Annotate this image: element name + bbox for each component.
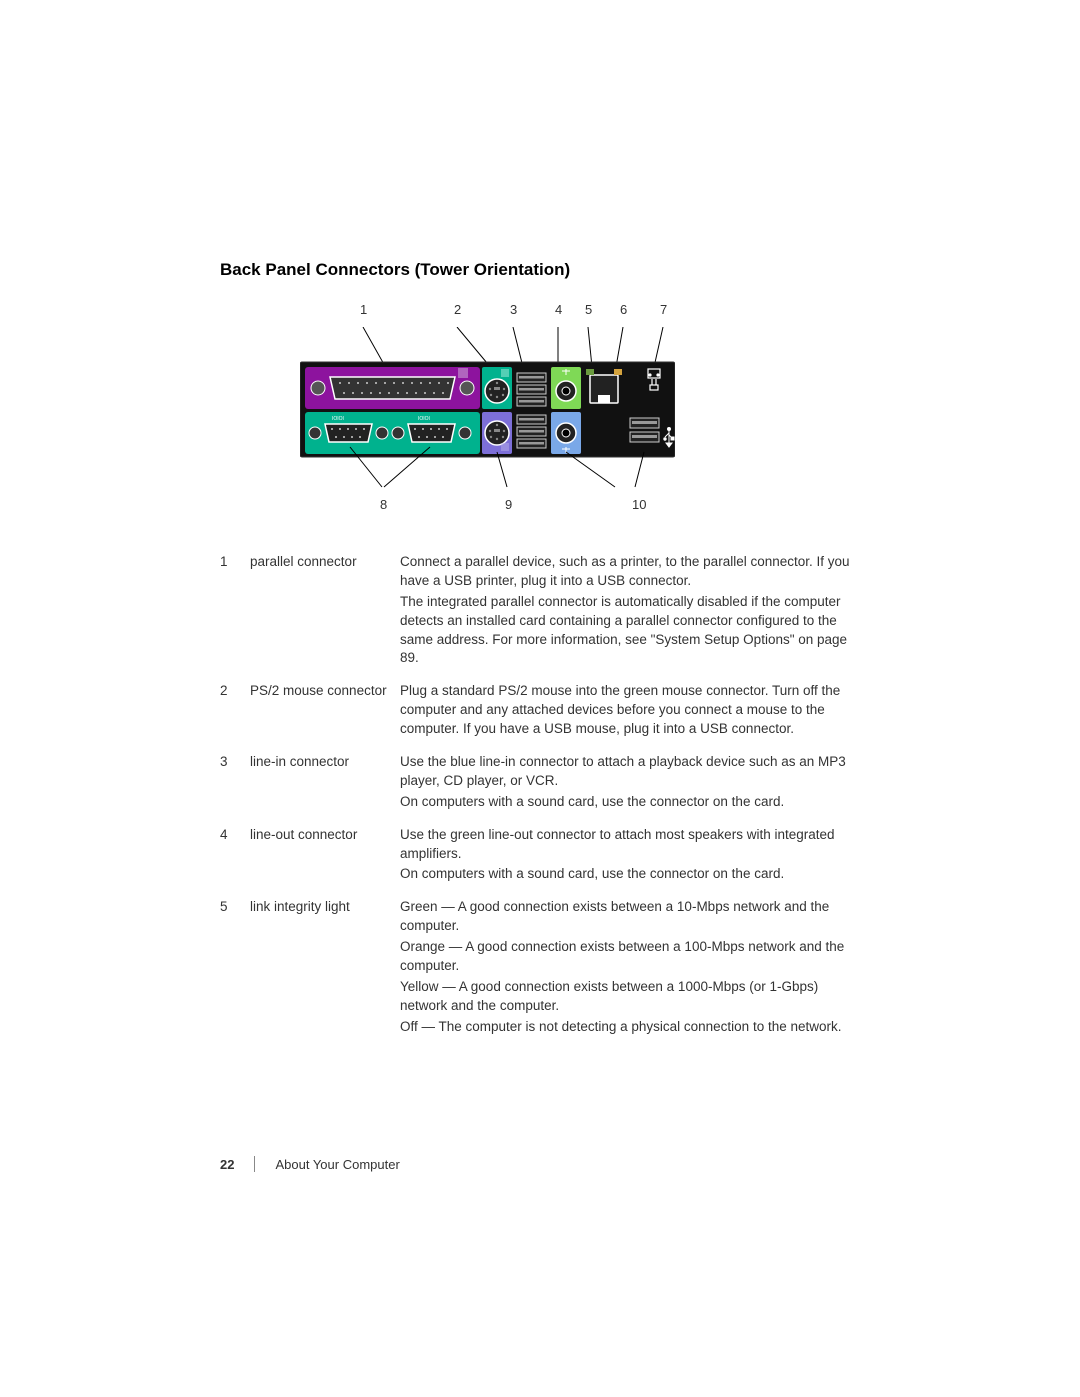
table-row: 4line-out connectorUse the green line-ou…	[220, 820, 870, 893]
connector-description: Plug a standard PS/2 mouse into the gree…	[400, 676, 870, 747]
connector-description: Use the green line-out connector to atta…	[400, 820, 870, 893]
footer-divider	[254, 1156, 255, 1172]
callout-number: 3	[510, 302, 517, 317]
callout-number: 9	[505, 497, 512, 512]
callout-number: 1	[360, 302, 367, 317]
callout-number: 5	[585, 302, 592, 317]
connector-name: line-in connector	[250, 747, 400, 820]
diagram-bottom-numbers: 8 9 10	[300, 497, 870, 517]
connector-name: parallel connector	[250, 547, 400, 676]
page-number: 22	[220, 1157, 234, 1172]
callout-number: 8	[380, 497, 387, 512]
connector-name: PS/2 mouse connector	[250, 676, 400, 747]
table-row: 5link integrity lightGreen — A good conn…	[220, 892, 870, 1044]
callout-number: 4	[555, 302, 562, 317]
connector-description: Use the blue line-in connector to attach…	[400, 747, 870, 820]
row-number: 5	[220, 892, 250, 1044]
table-row: 2PS/2 mouse connectorPlug a standard PS/…	[220, 676, 870, 747]
row-number: 1	[220, 547, 250, 676]
callout-number: 10	[632, 497, 646, 512]
table-row: 3line-in connectorUse the blue line-in c…	[220, 747, 870, 820]
svg-text:IOIOI: IOIOI	[332, 416, 344, 422]
svg-text:IOIOI: IOIOI	[418, 416, 430, 422]
diagram-top-numbers: 1 2 3 4 5 6 7	[300, 302, 870, 322]
section-title: Back Panel Connectors (Tower Orientation…	[220, 260, 870, 280]
connector-name: line-out connector	[250, 820, 400, 893]
row-number: 3	[220, 747, 250, 820]
footer-section: About Your Computer	[275, 1157, 399, 1172]
row-number: 2	[220, 676, 250, 747]
connector-description: Green — A good connection exists between…	[400, 892, 870, 1044]
connector-description: Connect a parallel device, such as a pri…	[400, 547, 870, 676]
back-panel-svg: IOIOI IOIOI	[300, 327, 675, 492]
connector-table: 1parallel connectorConnect a parallel de…	[220, 547, 870, 1045]
back-panel-diagram: 1 2 3 4 5 6 7	[300, 302, 870, 517]
callout-number: 2	[454, 302, 461, 317]
row-number: 4	[220, 820, 250, 893]
connector-name: link integrity light	[250, 892, 400, 1044]
callout-number: 6	[620, 302, 627, 317]
table-row: 1parallel connectorConnect a parallel de…	[220, 547, 870, 676]
callout-number: 7	[660, 302, 667, 317]
page-footer: 22 About Your Computer	[220, 1156, 400, 1172]
